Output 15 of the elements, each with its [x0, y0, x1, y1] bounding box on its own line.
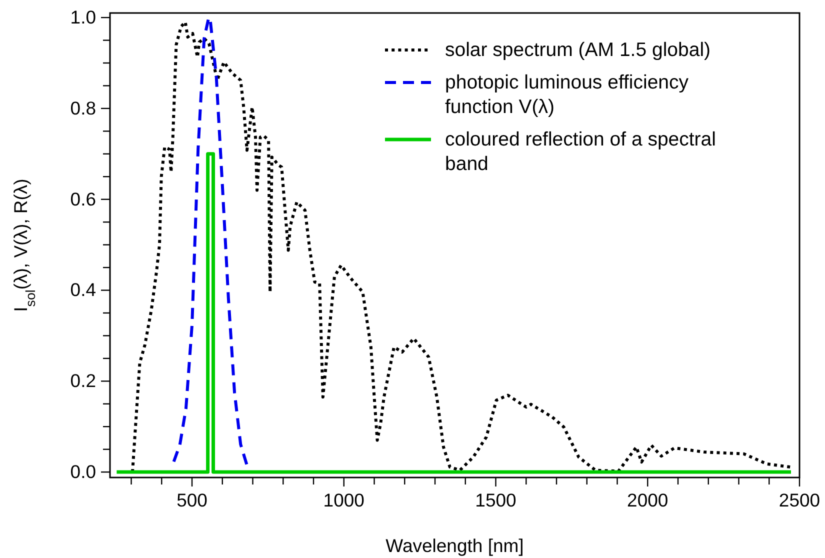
- x-tick-label: 1000: [323, 490, 364, 510]
- y-tick-label: 0.6: [70, 188, 96, 210]
- y-tick-label: 1.0: [70, 6, 96, 28]
- x-axis-title: Wavelength [nm]: [386, 535, 524, 556]
- legend-label: solar spectrum (AM 1.5 global): [445, 39, 711, 61]
- y-tick-label: 0.4: [70, 279, 96, 300]
- legend-label: photopic luminous efficiency function V(λ): [445, 72, 689, 118]
- x-tick-label: 2500: [778, 490, 820, 510]
- x-tick-label: 2000: [627, 490, 668, 510]
- y-tick-label: 0.2: [70, 370, 96, 392]
- y-tick-label: 0.8: [70, 97, 96, 118]
- legend-label: coloured reflection of a spectral band: [445, 128, 716, 175]
- y-tick-label: 0.0: [70, 461, 96, 482]
- x-tick-label: 1500: [475, 490, 516, 510]
- x-tick-label: 500: [176, 490, 208, 510]
